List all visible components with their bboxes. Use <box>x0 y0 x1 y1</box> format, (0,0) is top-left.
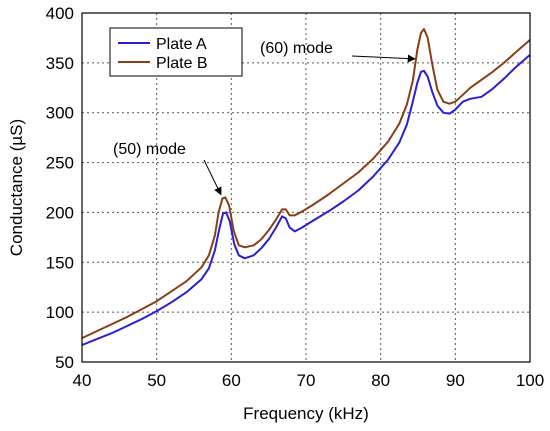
y-tick-label: 200 <box>46 203 74 222</box>
x-axis-title: Frequency (kHz) <box>243 404 369 423</box>
plot-area <box>81 12 531 363</box>
series-layer <box>81 28 531 346</box>
x-tick-label: 60 <box>222 371 241 390</box>
legend-label: Plate A <box>156 36 207 53</box>
y-tick-label: 400 <box>46 4 74 23</box>
y-axis-title: Conductance (µS) <box>7 119 26 256</box>
y-tick-label: 250 <box>46 154 74 173</box>
legend-box <box>109 27 243 77</box>
x-tick-label: 90 <box>446 371 465 390</box>
annotation-arrow-60-mode <box>351 54 416 63</box>
x-tick-label: 70 <box>297 371 316 390</box>
y-tick-label: 50 <box>55 353 74 372</box>
y-tick-label: 150 <box>46 253 74 272</box>
x-tick-label: 100 <box>516 371 544 390</box>
y-tick-label: 350 <box>46 54 74 73</box>
annotations: (50) mode (60) mode <box>113 40 416 196</box>
legend: Plate A Plate B <box>109 27 243 77</box>
y-tick-label: 100 <box>46 303 74 322</box>
annotation-arrow-50-mode <box>203 159 222 196</box>
series-line-plate-a <box>81 54 531 346</box>
x-tick-label: 50 <box>147 371 166 390</box>
x-tick-label: 80 <box>371 371 390 390</box>
y-tick-label: 300 <box>46 104 74 123</box>
grid <box>82 13 530 362</box>
annotation-50-mode: (50) mode <box>113 141 186 158</box>
x-tick-label: 40 <box>73 371 92 390</box>
legend-label: Plate B <box>156 55 208 72</box>
series-line-plate-b <box>81 28 531 340</box>
annotation-60-mode: (60) mode <box>260 40 333 57</box>
